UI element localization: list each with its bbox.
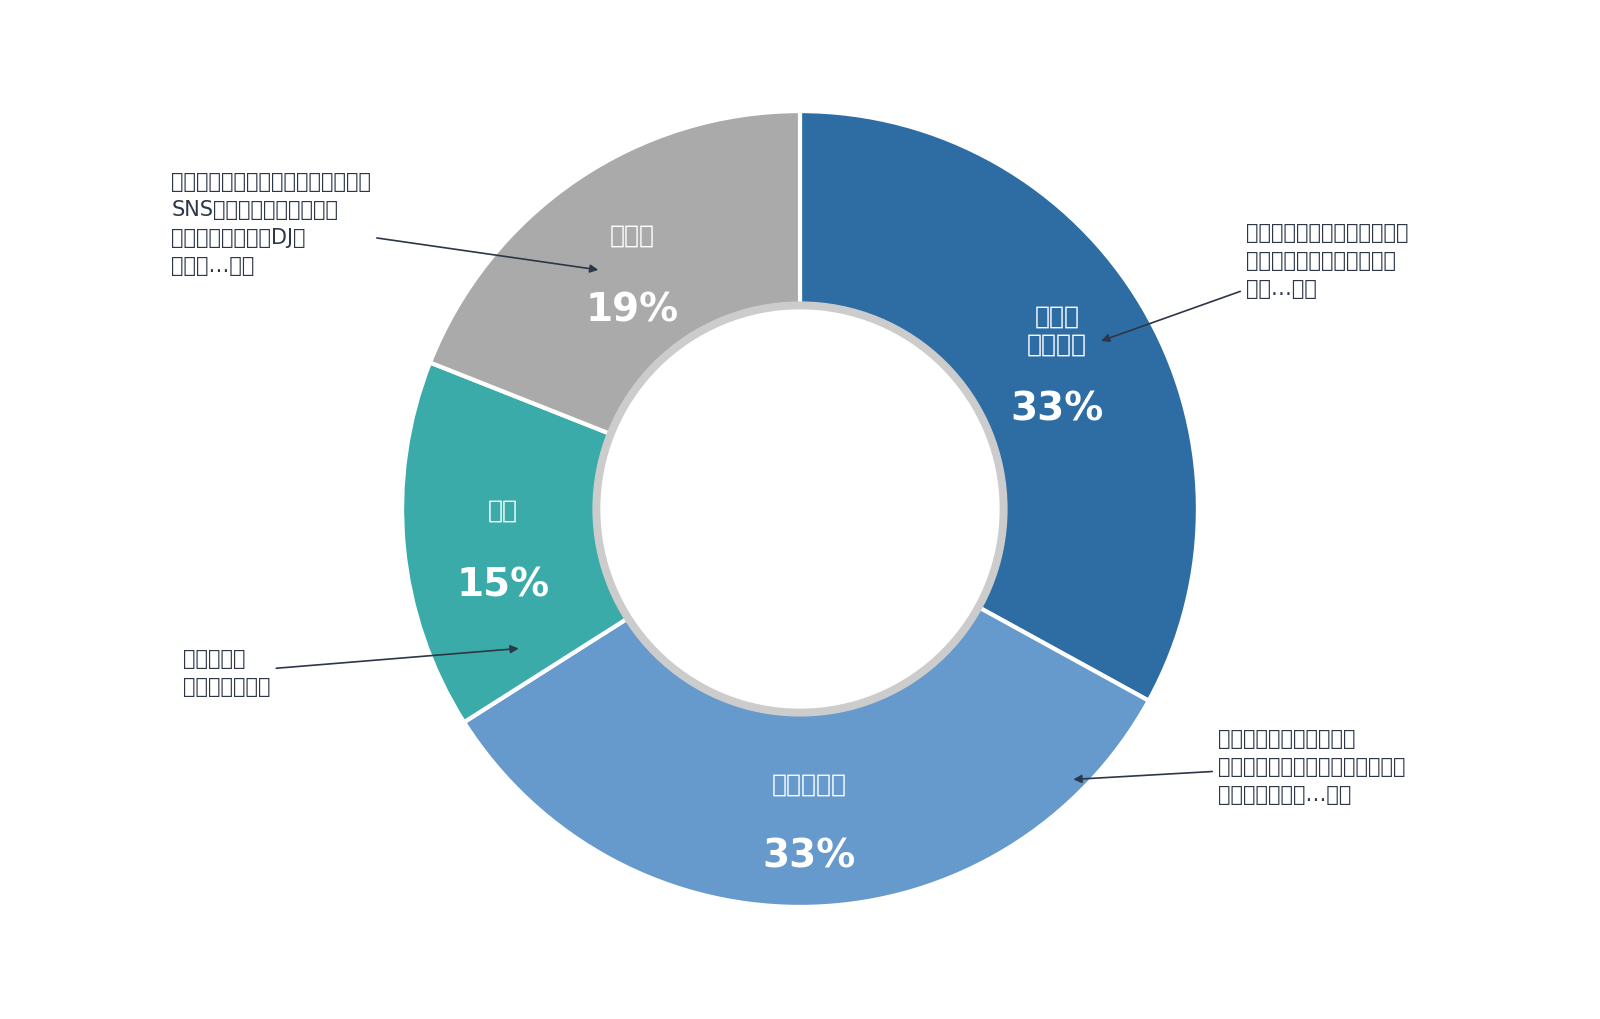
Text: アルバイト: アルバイト bbox=[771, 771, 846, 796]
Circle shape bbox=[602, 311, 998, 708]
Wedge shape bbox=[800, 112, 1198, 701]
Text: 19%: 19% bbox=[586, 291, 678, 329]
Text: 飲食店、販売、塾講師、
フィットネスジム、テーマパーク
コールセンター…など: 飲食店、販売、塾講師、 フィットネスジム、テーマパーク コールセンター…など bbox=[1075, 729, 1405, 804]
Text: インターン、ビジネスコンテスト、
SNS発信、ボランティア、
地域創生、ラジオDJ、
モデル…など: インターン、ビジネスコンテスト、 SNS発信、ボランティア、 地域創生、ラジオD… bbox=[171, 171, 597, 275]
Text: 15%: 15% bbox=[456, 567, 549, 604]
Wedge shape bbox=[402, 363, 632, 722]
Circle shape bbox=[594, 303, 1006, 716]
Text: 学業: 学業 bbox=[488, 497, 518, 522]
Wedge shape bbox=[430, 112, 800, 436]
Text: 部活・
サークル: 部活・ サークル bbox=[1027, 304, 1086, 356]
Text: ゼミ活動、
教員免許、研究: ゼミ活動、 教員免許、研究 bbox=[184, 646, 517, 697]
Text: サッカー、野球、ラクロス、
水泳、テニス、アメフト、
弓道…など: サッカー、野球、ラクロス、 水泳、テニス、アメフト、 弓道…など bbox=[1102, 223, 1408, 342]
Wedge shape bbox=[464, 605, 1149, 907]
Text: 33%: 33% bbox=[763, 837, 856, 874]
Text: 33%: 33% bbox=[1010, 390, 1104, 428]
Text: その他: その他 bbox=[610, 223, 654, 247]
